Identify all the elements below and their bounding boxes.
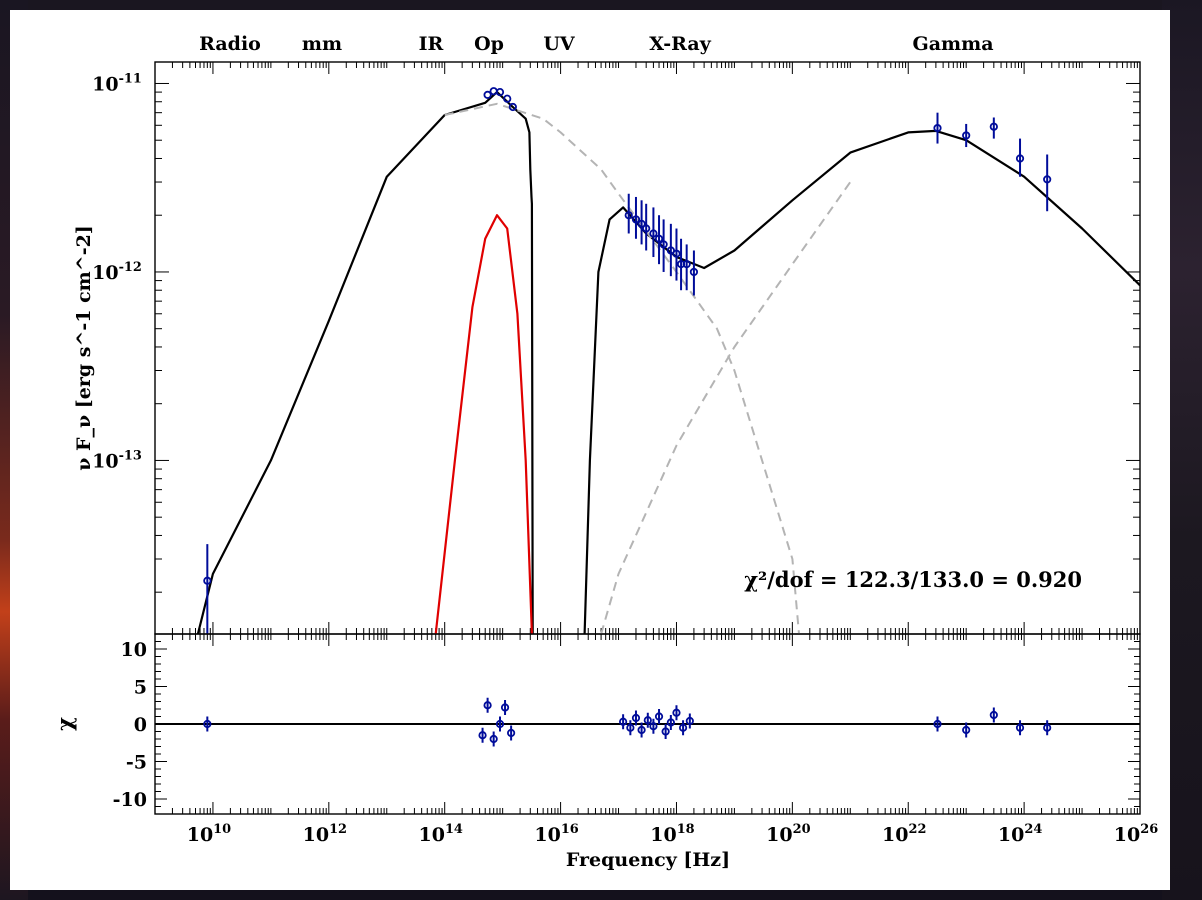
residual-y-tick-label: 10 <box>121 639 147 661</box>
data-point <box>659 240 668 249</box>
residual-point <box>649 722 658 731</box>
residual-point <box>933 719 942 729</box>
y-axis-label: ν F_ν [erg s^-1 cm^-2] <box>73 225 95 471</box>
band-label: IR <box>419 33 444 55</box>
data-point <box>483 90 492 99</box>
data-point <box>962 131 971 140</box>
residual-point <box>962 725 971 735</box>
data-point <box>689 267 699 277</box>
residual-point <box>1043 723 1052 732</box>
data-point <box>1015 154 1025 163</box>
band-label: Radio <box>199 33 261 55</box>
residual-point <box>203 719 212 729</box>
x-tick-label: 1010 <box>187 822 231 846</box>
x-tick-label: 1026 <box>1114 822 1158 846</box>
y-tick-label: 10-12 <box>92 260 142 284</box>
band-label: Op <box>474 33 504 55</box>
model-curve-0 <box>196 91 534 634</box>
x-tick-label: 1024 <box>998 822 1042 846</box>
residual-point <box>619 717 628 726</box>
residual-point <box>631 713 641 723</box>
data-point <box>495 88 505 97</box>
data-point <box>933 123 942 133</box>
residual-y-tick-label: 0 <box>134 714 147 736</box>
x-tick-label: 1012 <box>303 822 347 846</box>
model-curve-4 <box>600 181 852 634</box>
band-label: X-Ray <box>649 33 711 55</box>
data-point <box>203 576 212 585</box>
residual-point <box>643 716 652 725</box>
residual-point <box>478 731 487 740</box>
residual-point <box>672 708 681 717</box>
residual-point <box>989 710 998 720</box>
data-point <box>503 94 512 103</box>
y-tick-label: 10-11 <box>92 71 142 95</box>
band-label: UV <box>543 33 576 55</box>
residual-point <box>685 716 694 726</box>
residual-y-tick-label: -10 <box>113 789 147 811</box>
data-point <box>672 249 681 258</box>
residual-point <box>626 723 635 732</box>
residual-point <box>507 728 516 738</box>
data-point <box>654 234 664 243</box>
data-point <box>1043 175 1052 184</box>
data-point <box>642 224 651 233</box>
residual-point <box>483 701 492 710</box>
residual-panel: 10 5 0 -5 -10 χ <box>52 633 1141 815</box>
residual-y-label: χ <box>52 717 77 731</box>
x-tick-label: 1018 <box>650 822 694 846</box>
data-point <box>637 219 646 228</box>
main-plot-frame <box>154 61 1141 635</box>
model-curve-3 <box>444 102 800 634</box>
residual-y-tick-label: -5 <box>126 752 147 774</box>
model-curve-2 <box>434 214 533 634</box>
x-tick-label: 1020 <box>766 822 810 846</box>
background-top <box>0 0 1202 10</box>
residual-point <box>637 725 646 735</box>
data-point <box>508 102 517 112</box>
residual-point <box>661 727 670 736</box>
x-tick-label: 1022 <box>882 822 926 846</box>
band-label: Gamma <box>912 33 993 55</box>
data-point <box>489 87 498 96</box>
data-point <box>631 215 641 224</box>
band-label: mm <box>302 33 342 55</box>
data-point <box>624 211 633 220</box>
residual-point <box>489 734 498 744</box>
y-tick-label: 10-13 <box>92 448 142 472</box>
residual-point <box>654 712 664 721</box>
x-tick-label: 1014 <box>418 822 462 846</box>
x-tick-label: 1016 <box>534 822 578 846</box>
residual-point <box>666 718 675 727</box>
x-axis-label: Frequency [Hz] <box>566 849 730 871</box>
residual-point <box>495 719 505 729</box>
residual-y-tick-label: 5 <box>134 677 147 699</box>
residual-point <box>1015 723 1025 732</box>
sed-main-panel: Radio mm IR Op UV X-Ray Gamma 10-1110-1210-13 … <box>73 33 1141 635</box>
residual-point <box>500 703 510 712</box>
data-point <box>989 122 998 131</box>
data-point <box>649 229 658 238</box>
data-point <box>682 260 691 269</box>
residual-point <box>678 723 688 732</box>
chi2-annotation: χ²/dof = 122.3/133.0 = 0.920 <box>744 567 1082 592</box>
model-curve-1 <box>583 129 1140 634</box>
